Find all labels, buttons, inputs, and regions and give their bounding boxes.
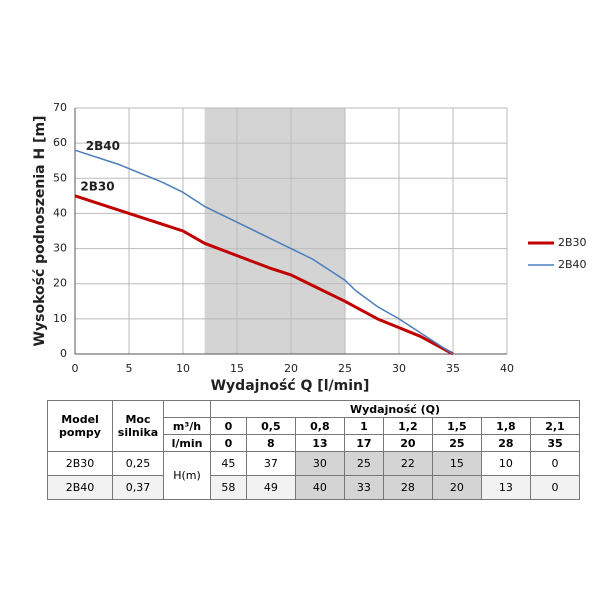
x-tick-label: 10 xyxy=(176,362,190,375)
annotation: 2B30 xyxy=(80,180,114,194)
x-axis-label: Wydajność Q [l/min] xyxy=(211,378,370,394)
table-cell: Model pompy xyxy=(47,400,113,452)
table-cell: m³/h xyxy=(163,417,211,435)
table-cell: Moc silnika xyxy=(112,400,164,452)
table-cell: 8 xyxy=(245,434,296,452)
x-tick-label: 0 xyxy=(72,362,79,375)
y-axis-label: Wysokość podnoszenia H [m] xyxy=(32,116,48,347)
table-row: 2B30 0,25 H(m) 45 37 30 25 22 15 10 0 xyxy=(47,451,581,500)
table-cell: 37 xyxy=(245,451,296,476)
table-cell: 58 xyxy=(210,475,247,500)
table-cell: 2B40 xyxy=(47,475,113,500)
highlight-band xyxy=(204,108,345,354)
table-cell: 20 xyxy=(431,475,482,500)
series-line xyxy=(74,149,454,355)
table-cell: 40 xyxy=(294,475,345,500)
y-tick-label: 10 xyxy=(53,312,67,325)
annotation: 2B40 xyxy=(86,139,120,153)
table-cell: H(m) xyxy=(163,451,211,500)
y-tick-label: 40 xyxy=(53,206,67,219)
x-tick-label: 15 xyxy=(230,362,244,375)
table-cell: Wydajność (Q) xyxy=(210,400,580,418)
table-cell: 25 xyxy=(343,451,384,476)
table-cell: 22 xyxy=(382,451,433,476)
x-tick-label: 35 xyxy=(446,362,460,375)
table-cell: 0 xyxy=(529,475,581,500)
table-cell: 35 xyxy=(529,434,581,452)
table-cell: 33 xyxy=(343,475,384,500)
table-cell: 2,1 xyxy=(529,417,581,435)
table-cell: 1 xyxy=(343,417,384,435)
table-cell: l/min xyxy=(163,434,211,452)
table-cell: 0,8 xyxy=(294,417,345,435)
table-cell: 28 xyxy=(480,434,531,452)
table-cell: 13 xyxy=(480,475,531,500)
table-cell: 2B30 xyxy=(47,451,113,476)
table-cell: 17 xyxy=(343,434,384,452)
data-table: Model pompy Moc silnika Wydajność (Q) m³/h 0… xyxy=(47,400,581,500)
x-tick-label: 25 xyxy=(338,362,352,375)
table-cell: 30 xyxy=(294,451,345,476)
series-line xyxy=(74,194,454,356)
x-tick-label: 5 xyxy=(126,362,133,375)
table-cell: 1,8 xyxy=(480,417,531,435)
table-cell xyxy=(163,400,211,418)
table-cell: 49 xyxy=(245,475,296,500)
table-cell: 0,37 xyxy=(112,475,164,500)
table-cell: 28 xyxy=(382,475,433,500)
table-cell: 0 xyxy=(210,434,247,452)
table-cell: 0,25 xyxy=(112,451,164,476)
table-cell: 13 xyxy=(294,434,345,452)
table-cell: 0 xyxy=(210,417,247,435)
table-cell: 45 xyxy=(210,451,247,476)
table-cell: 0 xyxy=(529,451,581,476)
y-tick-label: 60 xyxy=(53,136,67,149)
table-row: 2B40 0,37 58 49 40 33 28 20 13 0 xyxy=(47,475,581,500)
y-tick-label: 50 xyxy=(53,171,67,184)
y-tick-label: 0 xyxy=(60,347,67,360)
y-tick-label: 70 xyxy=(53,101,67,114)
x-tick-label: 40 xyxy=(500,362,514,375)
table-cell: 20 xyxy=(382,434,433,452)
table-cell: 1,5 xyxy=(431,417,482,435)
table-row: m³/h 0 0,5 0,8 1 1,2 1,5 1,8 2,1 xyxy=(48,417,581,435)
y-tick-label: 20 xyxy=(53,277,67,290)
legend-label: 2B40 xyxy=(558,258,587,271)
y-tick-label: 30 xyxy=(53,242,67,255)
table-row: Model pompy Moc silnika Wydajność (Q) xyxy=(47,400,580,452)
table-cell: 0,5 xyxy=(245,417,296,435)
table-cell: 25 xyxy=(431,434,482,452)
chart: Wydajność Q [l/min] Wysokość podnoszenia… xyxy=(32,101,587,394)
legend-label: 2B30 xyxy=(558,236,587,249)
table-cell: 10 xyxy=(480,451,531,476)
x-tick-label: 30 xyxy=(392,362,406,375)
x-tick-label: 20 xyxy=(284,362,298,375)
table-cell: 15 xyxy=(431,451,482,476)
table-cell: 1,2 xyxy=(382,417,433,435)
